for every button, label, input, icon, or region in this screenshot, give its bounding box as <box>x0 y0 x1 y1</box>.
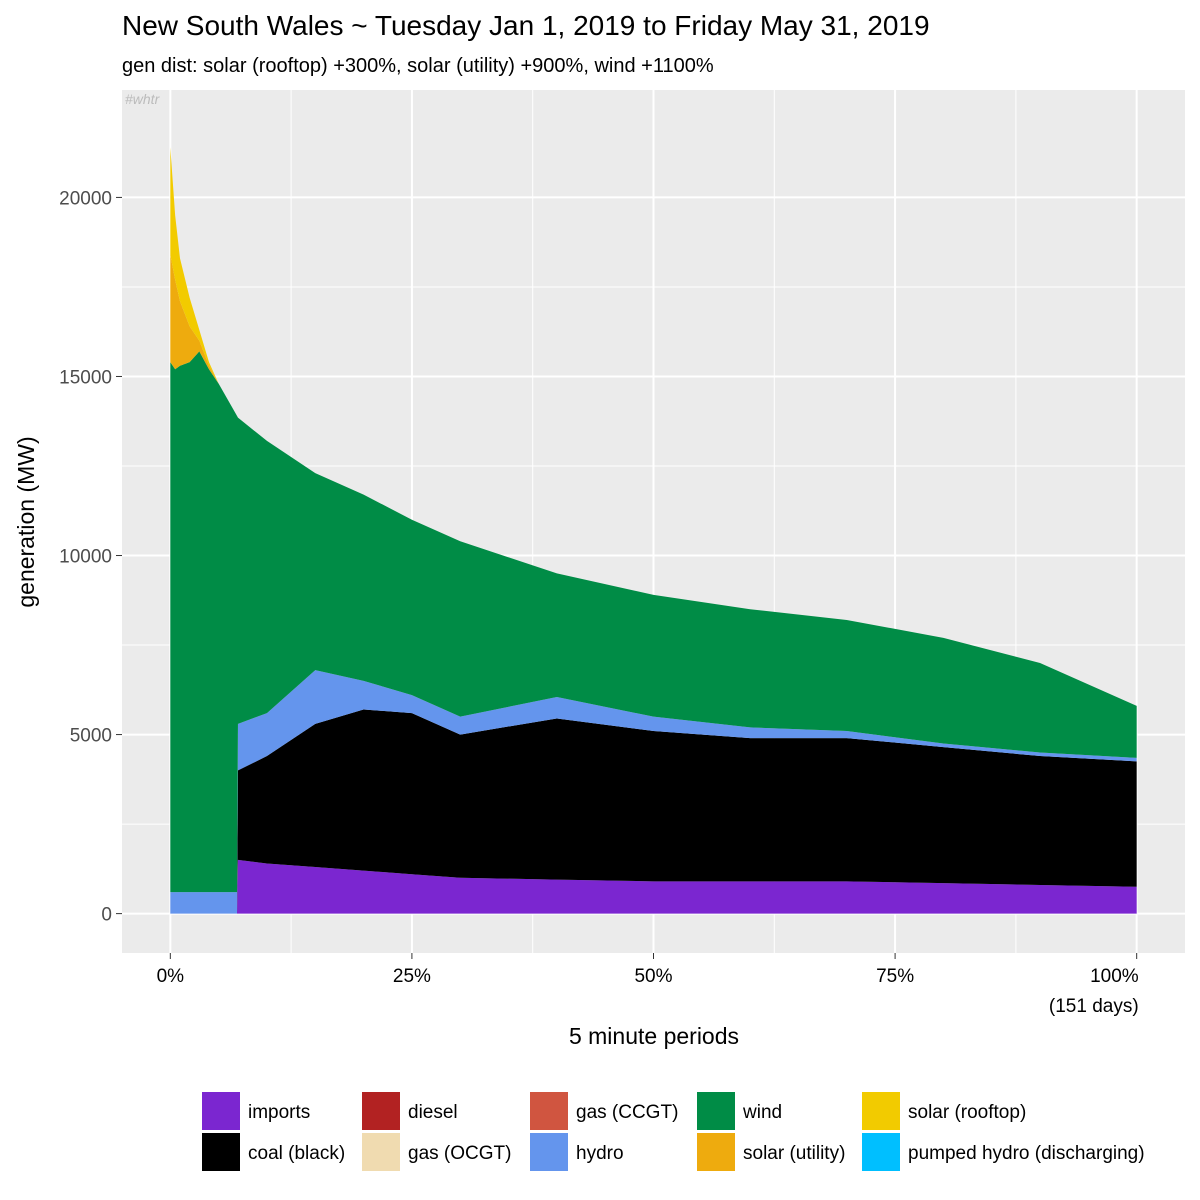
legend-key <box>530 1092 568 1130</box>
legend-key <box>697 1133 735 1171</box>
legend-label: hydro <box>576 1143 624 1164</box>
legend-key <box>862 1092 900 1130</box>
legend-label: solar (utility) <box>743 1143 845 1164</box>
x-tick-label: 50% <box>634 966 672 987</box>
legend-key <box>697 1092 735 1130</box>
legend-label: gas (CCGT) <box>576 1102 678 1123</box>
x-tick-label: 25% <box>393 966 431 987</box>
legend-key <box>202 1133 240 1171</box>
x-tick-label: 0% <box>157 966 185 987</box>
legend-key <box>202 1092 240 1130</box>
area <box>170 709 1137 914</box>
legend-key <box>362 1133 400 1171</box>
legend-key <box>362 1092 400 1130</box>
legend-label: imports <box>248 1102 310 1123</box>
x-tick-label: 100% (151 days) <box>1049 966 1139 1017</box>
legend-label: diesel <box>408 1102 458 1123</box>
y-tick-label: 0 <box>101 905 112 926</box>
legend-label: gas (OCGT) <box>408 1143 511 1164</box>
y-tick-label: 20000 <box>59 188 112 209</box>
y-tick-label: 15000 <box>59 367 112 388</box>
legend-label: coal (black) <box>248 1143 345 1164</box>
y-axis-label: generation (MW) <box>13 436 39 607</box>
y-tick-label: 5000 <box>70 726 112 747</box>
area <box>170 670 1137 914</box>
area <box>170 351 1137 893</box>
chart-title: New South Wales ~ Tuesday Jan 1, 2019 to… <box>122 10 930 41</box>
legend-label: solar (rooftop) <box>908 1102 1026 1123</box>
legend-label: wind <box>742 1102 782 1123</box>
x-axis-label: 5 minute periods <box>569 1023 739 1049</box>
legend-key <box>862 1133 900 1171</box>
legend-label: pumped hydro (discharging) <box>908 1143 1145 1164</box>
y-tick-label: 10000 <box>59 547 112 568</box>
x-tick-label: 75% <box>876 966 914 987</box>
area <box>170 859 1137 914</box>
watermark: #whtr <box>125 91 161 107</box>
chart-subtitle: gen dist: solar (rooftop) +300%, solar (… <box>122 55 714 77</box>
legend-key <box>530 1133 568 1171</box>
